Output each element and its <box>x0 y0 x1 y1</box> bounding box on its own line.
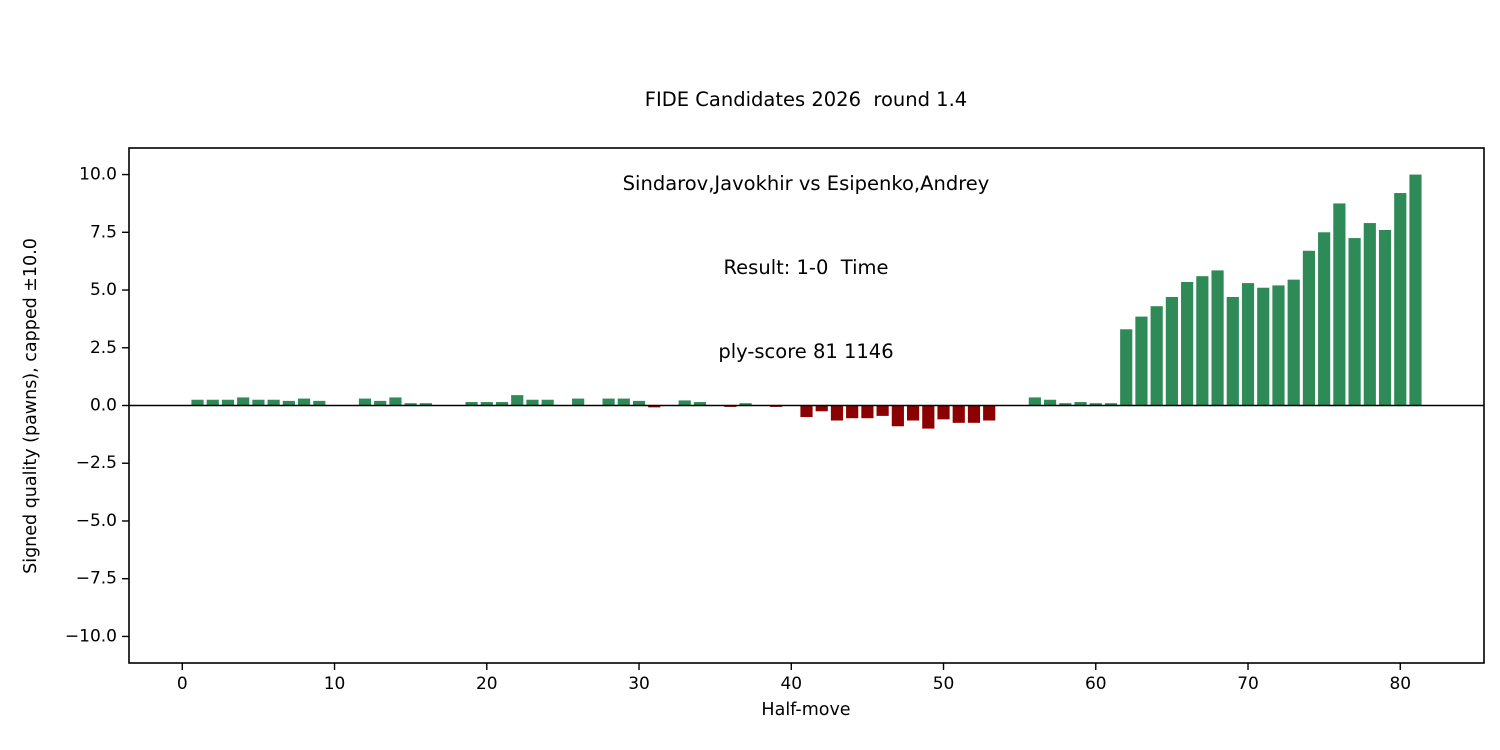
bar <box>1409 174 1422 406</box>
bar <box>861 405 874 419</box>
chart-title: FIDE Candidates 2026 round 1.4 Sindarov,… <box>623 30 990 422</box>
bar <box>1089 403 1102 406</box>
bar <box>1394 193 1407 406</box>
title-line-1: FIDE Candidates 2026 round 1.4 <box>644 88 968 111</box>
bar <box>693 402 707 406</box>
bar <box>1272 285 1285 406</box>
title-line-4: ply-score 81 1146 <box>718 340 894 363</box>
x-tick-label: 70 <box>1237 674 1259 694</box>
bar <box>541 399 554 406</box>
bar <box>952 405 965 423</box>
x-tick-label: 60 <box>1085 674 1107 694</box>
x-tick-label: 10 <box>324 674 346 694</box>
bar <box>221 399 235 406</box>
bar <box>358 398 372 406</box>
bar <box>465 402 478 406</box>
bar <box>983 405 996 421</box>
bar <box>1074 402 1087 406</box>
bar <box>252 399 265 406</box>
bar <box>313 400 326 406</box>
y-tick-label: −5.0 <box>76 511 117 531</box>
bar <box>1196 276 1209 406</box>
bar <box>206 399 219 406</box>
bar <box>800 405 813 418</box>
bar <box>906 405 920 421</box>
bar <box>1211 270 1224 406</box>
bar <box>632 400 646 406</box>
bar <box>1287 279 1300 406</box>
title-line-3: Result: 1-0 Time <box>723 256 889 279</box>
x-tick-label: 30 <box>628 674 650 694</box>
bar <box>830 405 844 421</box>
bar <box>937 405 950 420</box>
bar <box>1302 250 1316 406</box>
y-tick-label: −2.5 <box>76 453 117 473</box>
bar <box>1044 399 1057 406</box>
y-tick-label: 7.5 <box>90 222 117 242</box>
bar <box>1120 329 1133 406</box>
bar <box>891 405 904 427</box>
y-tick-label: 0.0 <box>90 396 117 416</box>
bar <box>967 405 981 423</box>
bar <box>1363 223 1376 406</box>
bar <box>1257 287 1270 406</box>
bar <box>678 400 691 406</box>
bar <box>419 403 432 406</box>
y-tick-label: 5.0 <box>90 280 117 300</box>
x-tick-label: 50 <box>933 674 955 694</box>
bar <box>1028 397 1041 406</box>
bar <box>297 398 311 406</box>
bar <box>617 398 630 406</box>
bar <box>237 397 250 406</box>
bar <box>495 402 509 406</box>
bar <box>404 403 417 406</box>
bar <box>1150 306 1163 406</box>
bar <box>191 399 204 406</box>
bar <box>1059 403 1072 406</box>
bar <box>1181 281 1194 406</box>
bar <box>480 402 493 406</box>
x-tick-label: 80 <box>1389 674 1411 694</box>
y-tick-label: −7.5 <box>76 569 117 589</box>
y-tick-label: 2.5 <box>90 338 117 358</box>
x-tick-label: 0 <box>177 674 188 694</box>
bar <box>1241 283 1255 406</box>
bar <box>572 398 585 406</box>
bar <box>815 405 828 412</box>
y-tick-label: −10.0 <box>65 626 117 646</box>
bar <box>374 400 387 406</box>
bar <box>526 399 539 406</box>
bar <box>1104 403 1118 406</box>
bar <box>282 400 295 406</box>
bar <box>922 405 935 429</box>
bar <box>876 405 889 416</box>
bar <box>1135 316 1148 406</box>
x-tick-label: 20 <box>476 674 498 694</box>
bar <box>389 397 402 406</box>
bar <box>1226 296 1239 406</box>
x-tick-label: 40 <box>780 674 802 694</box>
bar <box>1318 232 1331 406</box>
bar <box>1348 238 1361 406</box>
bar <box>846 405 859 419</box>
bar <box>1378 229 1392 406</box>
bar <box>602 398 615 406</box>
x-axis-label: Half-move <box>761 700 851 720</box>
y-axis-label: Signed quality (pawns), capped ±10.0 <box>21 238 41 574</box>
bar <box>511 395 524 406</box>
bar <box>1333 203 1346 406</box>
bar <box>648 405 661 408</box>
bar <box>267 399 280 406</box>
bar <box>1165 296 1178 406</box>
title-line-2: Sindarov,Javokhir vs Esipenko,Andrey <box>622 172 990 195</box>
y-tick-label: 10.0 <box>79 165 117 185</box>
bar <box>739 403 752 406</box>
